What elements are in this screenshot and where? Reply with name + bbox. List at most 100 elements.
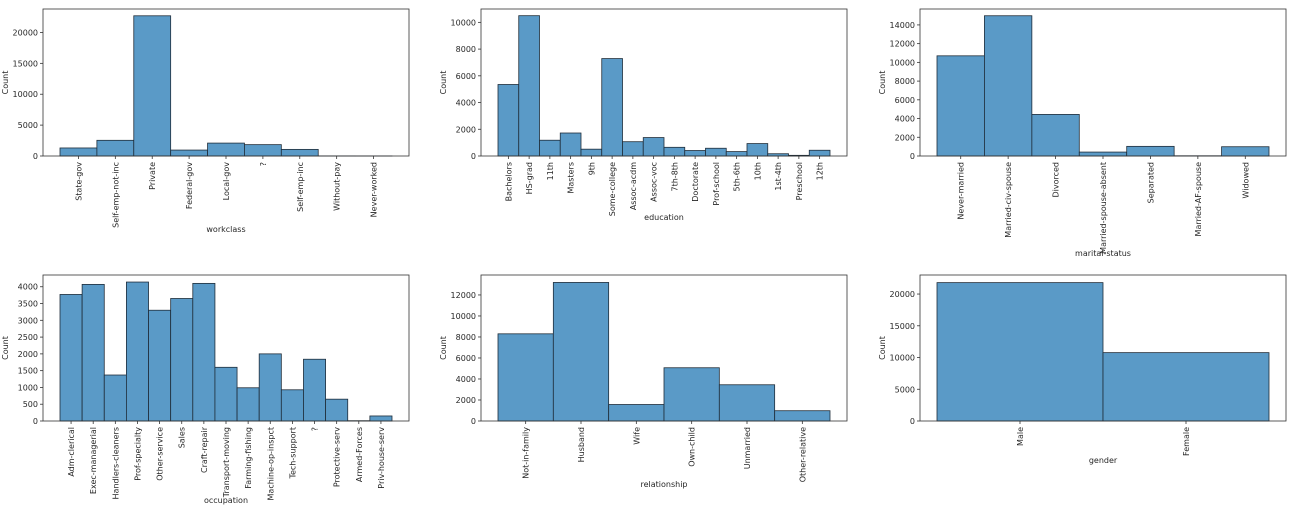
- x-tick-label: Doctorate: [691, 162, 700, 202]
- y-tick-label: 5000: [18, 121, 38, 130]
- x-tick-label: Unmarried: [743, 427, 752, 469]
- y-tick-label: 0: [33, 417, 38, 426]
- y-axis-label: Count: [878, 71, 887, 95]
- y-tick-label: 6000: [456, 354, 476, 363]
- y-tick-label: 0: [471, 152, 476, 161]
- x-tick-label: Divorced: [1052, 162, 1061, 198]
- bar-transport-moving: [214, 366, 238, 422]
- chart-relationship: 0 2000 4000 6000 8000 10000 12000 Not-in-family…: [439, 274, 848, 489]
- x-tick-label: Private: [148, 162, 157, 190]
- x-tick-label: 5th-6th: [733, 162, 742, 191]
- x-tick-label: Widowed: [1241, 162, 1250, 198]
- x-tick-label: HS-grad: [525, 162, 534, 194]
- x-tick-label: Married-spouse-absent: [1099, 162, 1108, 254]
- bar-handlers-cleaners: [103, 374, 127, 422]
- y-tick-label: 20000: [890, 290, 915, 299]
- y-tick-label: 2000: [895, 133, 915, 142]
- bar-local-gov: [207, 142, 245, 157]
- y-tick-label: 8000: [895, 77, 915, 86]
- x-tick-label: Adm-clerical: [67, 427, 76, 477]
- y-tick-label: 15000: [13, 59, 38, 68]
- bar-farming-fishing: [236, 387, 260, 422]
- y-tick-label: 8000: [456, 333, 476, 342]
- y-tick-label: 2000: [18, 350, 38, 359]
- bar-federal-gov: [170, 149, 208, 157]
- y-tick-label: 6000: [895, 96, 915, 105]
- x-tick-label: Male: [1016, 427, 1025, 446]
- y-tick-label: 10000: [890, 354, 915, 363]
- x-tick-label: State-gov: [74, 162, 83, 201]
- bar-husband: [552, 282, 610, 422]
- x-tick-label: Prof-school: [712, 162, 721, 206]
- y-tick-label: 1000: [18, 383, 38, 392]
- x-tick-label: Transport-moving: [222, 427, 231, 498]
- y-tick-label: 0: [33, 152, 38, 161]
- x-tick-label: 7th-8th: [670, 162, 679, 191]
- bar-self-emp-not-inc: [96, 139, 135, 157]
- y-axis-label: Count: [1, 336, 10, 360]
- bar-not-in-family: [497, 333, 554, 422]
- bar-craft-repair: [192, 282, 216, 422]
- x-tick-label: 10th: [753, 162, 762, 180]
- bar-tech-support: [280, 389, 304, 422]
- x-tick-label: Masters: [567, 162, 576, 194]
- bar-11th: [539, 139, 561, 157]
- x-tick-label: 12th: [816, 162, 825, 180]
- y-tick-label: 15000: [890, 322, 915, 331]
- chart-occupation: 0 500 1000 1500 2000 2500 3000 3500 4000 Adm-cler…: [1, 274, 410, 505]
- x-tick-label: Bachelors: [504, 162, 513, 201]
- x-tick-label: Other-service: [156, 427, 165, 481]
- bar-10th: [746, 143, 769, 157]
- y-tick-label: 8000: [456, 45, 476, 54]
- x-tick-label: Priv-house-serv: [377, 427, 386, 489]
- bar-some-college: [601, 58, 623, 157]
- bar-self-emp-inc: [280, 148, 319, 157]
- y-tick-label: 14000: [890, 21, 915, 30]
- x-tick-label: Prof-specialty: [133, 427, 142, 481]
- x-tick-label: Husband: [577, 427, 586, 462]
- x-tick-label: Assoc-voc: [650, 162, 659, 202]
- x-tick-label: 11th: [546, 162, 555, 180]
- x-tick-label: Protective-serv: [333, 427, 342, 487]
- x-tick-label: Married-AF-spouse: [1194, 162, 1203, 237]
- bar-separated: [1126, 145, 1175, 157]
- x-tick-label: ?: [259, 162, 268, 166]
- chart-gender: 0 5000 10000 15000 20000 Male Female gender Coun…: [878, 274, 1287, 465]
- x-tick-label: 1st-4th: [774, 162, 783, 191]
- y-tick-label: 10000: [451, 18, 476, 27]
- y-tick-label: 12000: [451, 291, 476, 300]
- x-tick-label: Self-emp-not-inc: [111, 162, 120, 228]
- x-tick-label: ?: [311, 427, 320, 431]
- bar-assoc-acdm: [622, 141, 644, 157]
- bar-doctorate: [684, 150, 706, 157]
- bar-exec-managerial: [81, 283, 105, 422]
- chart-education: 0 2000 4000 6000 8000 10000 Bachelors HS-grad 11…: [439, 8, 848, 222]
- y-axis-label: Count: [439, 71, 448, 95]
- x-tick-label: Not-in-family: [522, 427, 531, 479]
- x-tick-label: Federal-gov: [185, 162, 194, 209]
- bar-never-married: [936, 55, 985, 157]
- y-tick-label: 4000: [456, 99, 476, 108]
- bar-own-child: [663, 367, 720, 422]
- y-tick-label: 2000: [456, 396, 476, 405]
- x-tick-label: Wife: [632, 427, 641, 445]
- x-tick-label: 9th: [587, 162, 596, 175]
- plot-frame: [42, 8, 410, 157]
- x-tick-label: Local-gov: [222, 162, 231, 201]
- y-tick-label: 10000: [451, 312, 476, 321]
- x-tick-label: Some-college: [608, 162, 617, 216]
- bar-masters: [559, 132, 582, 157]
- x-tick-label: Machine-op-inspct: [266, 427, 275, 500]
- y-tick-label: 0: [910, 152, 915, 161]
- x-tick-label: Other-relative: [798, 427, 807, 482]
- x-tick-label: Sales: [178, 427, 187, 448]
- bar-married-spouse-absent: [1078, 151, 1128, 157]
- x-axis-label: relationship: [640, 480, 687, 489]
- y-tick-label: 6000: [456, 72, 476, 81]
- y-tick-label: 10000: [890, 58, 915, 67]
- y-tick-label: 0: [471, 417, 476, 426]
- x-tick-label: Self-emp-inc: [296, 162, 305, 212]
- y-tick-label: 2500: [18, 333, 38, 342]
- x-tick-label: Tech-support: [288, 427, 297, 480]
